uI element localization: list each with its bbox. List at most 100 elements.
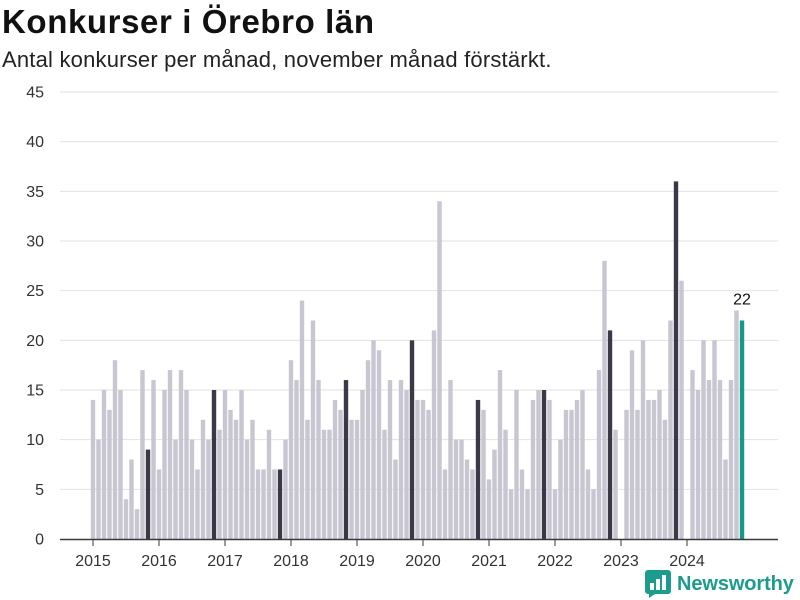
bar-2023-08 — [657, 390, 662, 539]
bar-2019-04 — [371, 340, 376, 539]
bar-2015-09 — [134, 509, 140, 539]
bar-2018-05 — [310, 320, 316, 539]
y-tick-label: 10 — [26, 432, 44, 449]
bar-2019-12 — [415, 399, 420, 539]
x-tick-label: 2024 — [669, 553, 705, 570]
bar-2020-12 — [481, 409, 486, 539]
y-tick-label: 30 — [26, 234, 44, 251]
bar-2023-06 — [646, 399, 651, 539]
bar-2016-07 — [189, 439, 195, 539]
bar-2015-02 — [96, 439, 101, 539]
bar-2017-09 — [266, 429, 272, 539]
bar-2023-07 — [651, 399, 657, 539]
bar-2016-05 — [178, 370, 184, 539]
bar-2022-06 — [580, 390, 585, 539]
bar-2017-03 — [233, 419, 239, 539]
bar-2020-01 — [420, 399, 426, 539]
y-tick-label: 0 — [35, 532, 44, 549]
bar-2016-10 — [206, 439, 211, 539]
bar-2017-05 — [244, 439, 250, 539]
bar-2016-08 — [195, 469, 200, 539]
bar-2019-05 — [376, 350, 382, 539]
newsworthy-logo: Newsworthy — [645, 569, 794, 599]
x-tick-label: 2019 — [339, 553, 375, 570]
bar-2015-12 — [151, 380, 156, 539]
bar-2020-07 — [453, 439, 459, 539]
bar-2019-08 — [393, 459, 398, 539]
bar-2018-01 — [288, 360, 294, 539]
bar-2016-09 — [200, 419, 206, 539]
bar-2016-01 — [156, 469, 162, 539]
bar-2023-03 — [629, 350, 635, 539]
annotations: 22 — [733, 291, 751, 308]
bar-2024-09 — [728, 380, 734, 539]
bar-2022-04 — [569, 409, 574, 539]
bar-2020-06 — [448, 380, 453, 539]
bar-2015-04 — [107, 409, 112, 539]
bar-2017-11 — [277, 469, 283, 539]
bar-2021-07 — [519, 469, 525, 539]
bar-2022-05 — [574, 399, 580, 539]
bar-2022-10 — [602, 260, 607, 539]
bar-2016-03 — [167, 370, 173, 539]
bar-2019-06 — [382, 429, 387, 539]
bar-2016-12 — [217, 429, 222, 539]
bar-2022-01 — [552, 489, 558, 539]
chart-subtitle: Antal konkurser per månad, november måna… — [2, 47, 552, 72]
x-tick-label: 2023 — [603, 553, 639, 570]
bar-2022-03 — [563, 409, 569, 539]
bar-2017-08 — [261, 469, 266, 539]
bar-2018-06 — [316, 380, 321, 539]
bar-2022-07 — [585, 469, 591, 539]
bar-2020-05 — [442, 469, 448, 539]
bar-2022-11 — [607, 330, 613, 539]
bar-2018-09 — [332, 399, 338, 539]
bar-2020-04 — [437, 201, 442, 539]
y-axis: 0 5 10 15 20 25 30 35 40 45 — [26, 85, 44, 549]
bar-2023-09 — [662, 419, 668, 539]
bar-2018-08 — [327, 429, 332, 539]
bar-2018-11 — [343, 380, 349, 539]
bar-2021-04 — [503, 429, 508, 539]
bar-2020-02 — [426, 409, 431, 539]
bar-2021-06 — [514, 390, 519, 539]
y-tick-label: 35 — [26, 184, 44, 201]
bar-2015-11 — [145, 449, 151, 539]
bar-2015-05 — [112, 360, 118, 539]
bar-2017-07 — [255, 469, 261, 539]
bar-2019-10 — [404, 390, 409, 539]
bar-2024-06 — [712, 340, 717, 539]
bar-2015-07 — [123, 499, 129, 539]
chart-title: Konkurser i Örebro län — [2, 3, 375, 40]
bar-2022-12 — [613, 429, 618, 539]
bar-2021-01 — [486, 479, 492, 539]
bar-2021-10 — [536, 390, 541, 539]
y-tick-label: 45 — [26, 85, 44, 102]
x-tick-label: 2017 — [207, 553, 243, 570]
bar-2023-12 — [679, 280, 684, 539]
newsworthy-logo-text: Newsworthy — [677, 572, 794, 595]
bar-2020-09 — [464, 459, 470, 539]
bar-2020-10 — [470, 469, 475, 539]
bar-2021-11 — [541, 390, 547, 539]
bar-2023-11 — [673, 181, 679, 539]
bar-2024-02 — [690, 370, 695, 539]
bar-2023-02 — [624, 409, 629, 539]
bar-2023-10 — [668, 320, 673, 539]
bar-2023-04 — [635, 409, 640, 539]
x-tick-label: 2015 — [75, 553, 111, 570]
bar-2019-01 — [354, 419, 360, 539]
bar-2021-03 — [497, 370, 503, 539]
bar-2022-08 — [591, 489, 596, 539]
bar-2016-02 — [162, 390, 167, 539]
x-tick-label: 2016 — [141, 553, 177, 570]
x-tick-label: 2020 — [405, 553, 441, 570]
bar-2020-08 — [459, 439, 464, 539]
bar-2017-06 — [250, 419, 255, 539]
bar-2024-08 — [723, 459, 728, 539]
bar-2019-03 — [365, 360, 371, 539]
bar-2018-03 — [299, 300, 305, 539]
bar-2021-09 — [530, 399, 536, 539]
x-tick-label: 2021 — [471, 553, 507, 570]
